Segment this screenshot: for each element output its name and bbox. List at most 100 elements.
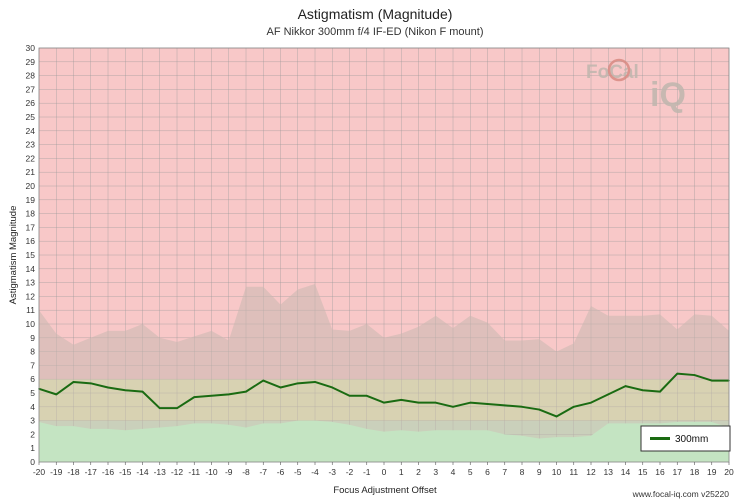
data-point	[365, 394, 368, 397]
y-tick-label: 29	[26, 57, 36, 67]
data-point	[400, 399, 403, 401]
y-tick-label: 18	[26, 209, 36, 219]
data-point	[659, 390, 661, 393]
x-tick-label: -4	[311, 467, 319, 477]
x-tick-label: -15	[119, 467, 132, 477]
y-tick-label: 1	[30, 443, 35, 453]
x-tick-label: -19	[50, 467, 63, 477]
data-point	[383, 401, 385, 404]
y-tick-label: 7	[30, 360, 35, 370]
y-tick-label: 16	[26, 236, 36, 246]
x-tick-label: 20	[724, 467, 734, 477]
data-point	[607, 393, 610, 396]
y-tick-label: 0	[30, 457, 35, 467]
data-point	[434, 401, 437, 404]
y-tick-label: 9	[30, 333, 35, 343]
x-tick-label: -1	[363, 467, 371, 477]
data-point	[296, 382, 299, 385]
x-tick-label: -6	[277, 467, 285, 477]
axis-ticks: 0123456789101112131415161718192021222324…	[26, 43, 734, 477]
y-tick-label: 17	[26, 222, 36, 232]
x-tick-label: -9	[225, 467, 233, 477]
y-tick-label: 15	[26, 250, 36, 260]
data-point	[572, 406, 575, 408]
data-point	[538, 408, 541, 411]
y-tick-label: 3	[30, 416, 35, 426]
data-point	[72, 381, 75, 383]
y-tick-label: 22	[26, 153, 36, 163]
data-point	[279, 386, 282, 389]
x-tick-label: -12	[171, 467, 184, 477]
x-tick-label: -3	[328, 467, 336, 477]
x-tick-label: 16	[655, 467, 665, 477]
data-point	[676, 372, 679, 375]
data-point	[141, 390, 144, 393]
y-tick-label: 6	[30, 374, 35, 384]
range-band-lower	[39, 420, 729, 462]
y-tick-label: 25	[26, 112, 36, 122]
data-point	[486, 403, 489, 405]
y-tick-label: 11	[26, 305, 35, 315]
x-tick-label: -8	[242, 467, 250, 477]
y-tick-label: 30	[26, 43, 36, 53]
data-point	[521, 406, 523, 408]
y-tick-label: 28	[26, 71, 36, 81]
logo-text-right: iQ	[650, 76, 686, 114]
x-tick-label: -14	[136, 467, 149, 477]
logo-text-left: FoCal	[586, 62, 639, 83]
x-tick-label: 7	[502, 467, 507, 477]
y-tick-label: 5	[30, 388, 35, 398]
x-tick-label: 2	[416, 467, 421, 477]
logo-circle-icon	[607, 58, 631, 82]
chart-title: Astigmatism (Magnitude)	[297, 6, 453, 22]
x-tick-label: 15	[638, 467, 648, 477]
x-tick-label: -16	[102, 467, 115, 477]
data-point	[176, 407, 178, 409]
x-tick-label: 11	[569, 467, 578, 477]
data-point	[590, 401, 592, 404]
y-tick-label: 8	[30, 347, 35, 357]
y-tick-label: 12	[26, 291, 36, 301]
y-tick-label: 27	[26, 84, 36, 94]
x-tick-label: 4	[451, 467, 456, 477]
data-point	[452, 406, 454, 408]
y-tick-label: 26	[26, 98, 36, 108]
data-point	[89, 382, 92, 385]
data-point	[624, 385, 627, 387]
data-point	[210, 394, 213, 397]
y-tick-label: 21	[26, 167, 36, 177]
data-point	[469, 401, 472, 404]
legend: 300mm	[640, 425, 731, 452]
chart-subtitle: AF Nikkor 300mm f/4 IF-ED (Nikon F mount…	[266, 26, 484, 38]
y-tick-label: 4	[30, 402, 35, 412]
data-point	[193, 396, 196, 398]
x-tick-label: 10	[552, 467, 562, 477]
x-tick-label: 17	[673, 467, 683, 477]
range-band-upper	[39, 283, 729, 462]
x-tick-label: -20	[33, 467, 46, 477]
data-point	[245, 390, 247, 393]
x-tick-label: -17	[85, 467, 98, 477]
x-tick-label: 14	[621, 467, 631, 477]
range-bands	[39, 283, 729, 462]
data-point	[124, 389, 127, 392]
x-tick-label: -2	[346, 467, 354, 477]
x-tick-label: 13	[604, 467, 614, 477]
legend-label: 300mm	[675, 434, 708, 445]
x-tick-label: 3	[433, 467, 438, 477]
footer-credit: www.focal-iq.com v25220	[632, 489, 730, 499]
x-axis-label: Focus Adjustment Offset	[333, 485, 437, 496]
data-point	[503, 404, 506, 407]
y-tick-label: 20	[26, 181, 36, 191]
y-tick-label: 23	[26, 140, 36, 150]
data-point	[693, 374, 696, 376]
data-point	[262, 379, 265, 382]
y-axis-label: Astigmatism Magnitude	[8, 206, 19, 305]
data-point	[55, 393, 58, 396]
x-tick-label: 5	[468, 467, 473, 477]
data-point	[107, 386, 109, 389]
x-tick-label: -7	[259, 467, 267, 477]
x-tick-label: 18	[690, 467, 700, 477]
x-tick-label: 19	[707, 467, 717, 477]
